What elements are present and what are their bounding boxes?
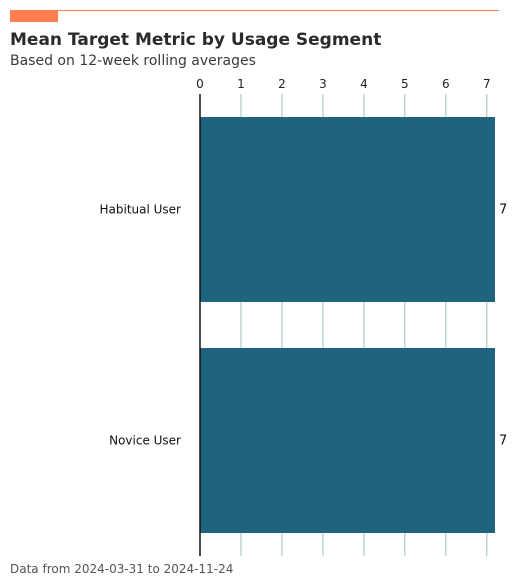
x-tick-label: 1	[237, 77, 245, 91]
value-label: 7	[499, 203, 507, 218]
x-tick-label: 2	[278, 77, 286, 91]
x-tick-label: 6	[442, 77, 450, 91]
x-tick-label: 0	[196, 77, 204, 91]
footer-note: Data from 2024-03-31 to 2024-11-24	[10, 562, 233, 576]
bar	[200, 117, 495, 302]
x-tick-label: 4	[360, 77, 368, 91]
x-tick-label: 7	[483, 77, 491, 91]
x-tick-label: 5	[401, 77, 409, 91]
category-label: Novice User	[109, 434, 181, 448]
bar	[200, 348, 495, 533]
category-label: Habitual User	[100, 203, 182, 217]
x-tick-label: 3	[319, 77, 327, 91]
value-label: 7	[499, 434, 507, 449]
